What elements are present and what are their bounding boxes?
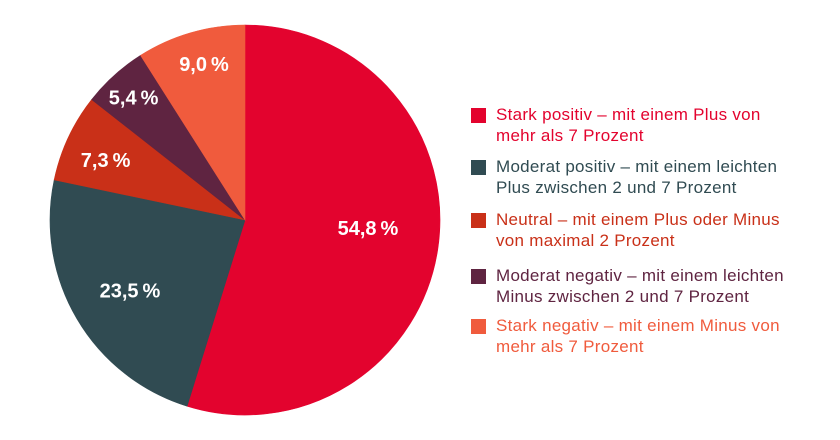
svg-text:23,5 %: 23,5 % <box>100 281 161 303</box>
svg-text:7,3 %: 7,3 % <box>81 150 131 172</box>
svg-text:9,0 %: 9,0 % <box>179 54 229 76</box>
svg-text:5,4 %: 5,4 % <box>109 87 159 109</box>
svg-text:54,8 %: 54,8 % <box>338 218 399 240</box>
